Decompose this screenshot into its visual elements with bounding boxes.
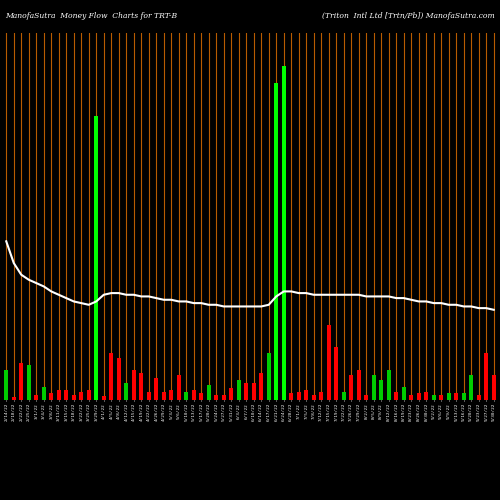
Bar bbox=[364, 395, 368, 400]
Bar bbox=[394, 392, 398, 400]
Bar bbox=[176, 375, 181, 400]
Bar bbox=[252, 384, 256, 400]
Bar bbox=[409, 395, 414, 400]
Bar bbox=[386, 370, 391, 400]
Bar bbox=[162, 392, 166, 400]
Bar bbox=[372, 375, 376, 400]
Bar bbox=[206, 385, 211, 400]
Bar bbox=[72, 395, 76, 400]
Bar bbox=[49, 394, 54, 400]
Bar bbox=[296, 392, 301, 400]
Bar bbox=[64, 390, 68, 400]
Bar bbox=[402, 386, 406, 400]
Bar bbox=[12, 398, 16, 400]
Bar bbox=[356, 370, 361, 400]
Bar bbox=[184, 392, 188, 400]
Bar bbox=[229, 388, 234, 400]
Bar bbox=[484, 353, 488, 400]
Bar bbox=[379, 380, 384, 400]
Bar bbox=[26, 365, 31, 400]
Bar bbox=[214, 395, 218, 400]
Bar bbox=[139, 374, 143, 400]
Bar bbox=[416, 394, 421, 400]
Bar bbox=[236, 380, 241, 400]
Bar bbox=[102, 396, 106, 400]
Bar bbox=[192, 390, 196, 400]
Bar bbox=[446, 394, 451, 400]
Bar bbox=[454, 394, 458, 400]
Text: (Triton  Intl Ltd [Trtn/Pb]) ManofaSutra.com: (Triton Intl Ltd [Trtn/Pb]) ManofaSutra.… bbox=[322, 12, 495, 20]
Bar bbox=[169, 390, 173, 400]
Bar bbox=[289, 394, 294, 400]
Bar bbox=[79, 392, 84, 400]
Text: ManofaSutra  Money Flow  Charts for TRT-B: ManofaSutra Money Flow Charts for TRT-B bbox=[5, 12, 177, 20]
Bar bbox=[42, 386, 46, 400]
Bar bbox=[199, 394, 203, 400]
Bar bbox=[476, 395, 481, 400]
Bar bbox=[266, 353, 271, 400]
Bar bbox=[86, 390, 91, 400]
Bar bbox=[146, 392, 151, 400]
Bar bbox=[469, 375, 474, 400]
Bar bbox=[342, 392, 346, 400]
Bar bbox=[4, 370, 8, 400]
Bar bbox=[312, 395, 316, 400]
Bar bbox=[424, 392, 428, 400]
Bar bbox=[439, 395, 444, 400]
Bar bbox=[274, 82, 278, 400]
Bar bbox=[94, 116, 98, 400]
Bar bbox=[492, 375, 496, 400]
Bar bbox=[349, 375, 354, 400]
Bar bbox=[334, 346, 338, 400]
Bar bbox=[462, 394, 466, 400]
Bar bbox=[304, 390, 308, 400]
Bar bbox=[56, 390, 61, 400]
Bar bbox=[244, 384, 248, 400]
Bar bbox=[259, 374, 264, 400]
Bar bbox=[222, 395, 226, 400]
Bar bbox=[319, 392, 324, 400]
Bar bbox=[116, 358, 121, 400]
Bar bbox=[19, 363, 24, 400]
Bar bbox=[282, 66, 286, 400]
Bar bbox=[34, 395, 38, 400]
Bar bbox=[154, 378, 158, 400]
Bar bbox=[432, 395, 436, 400]
Bar bbox=[326, 325, 331, 400]
Bar bbox=[109, 353, 114, 400]
Bar bbox=[132, 370, 136, 400]
Bar bbox=[124, 384, 128, 400]
